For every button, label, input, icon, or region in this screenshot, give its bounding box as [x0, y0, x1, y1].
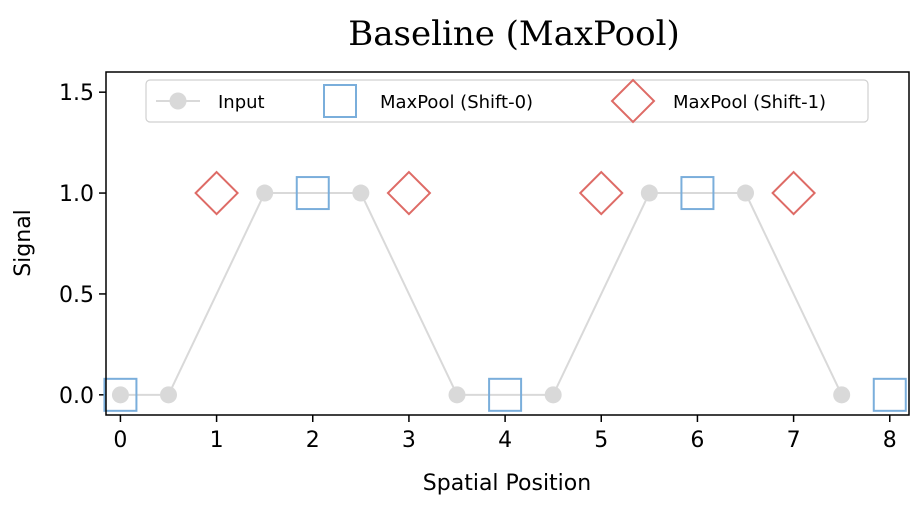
point-diamond	[578, 170, 624, 216]
y-tick-label: 0.5	[59, 283, 94, 308]
point-circle	[160, 386, 178, 404]
legend-label: Input	[218, 92, 265, 113]
legend-item: MaxPool (Shift-1)	[610, 78, 826, 124]
series-circle	[111, 184, 851, 404]
point-diamond	[771, 170, 817, 216]
legend-marker-diamond	[610, 78, 656, 124]
point-circle	[111, 386, 129, 404]
chart-title: Baseline (MaxPool)	[348, 14, 680, 54]
legend-label: MaxPool (Shift-1)	[673, 92, 826, 113]
point-square	[872, 377, 907, 412]
y-tick-label: 1.5	[59, 81, 94, 106]
y-axis-label: Signal	[11, 209, 36, 277]
legend-label: MaxPool (Shift-0)	[380, 92, 533, 113]
plot-frame	[105, 71, 910, 416]
legend: Input MaxPool (Shift-0) MaxPool (Shift-1)	[145, 78, 869, 124]
point-square	[295, 176, 330, 211]
legend-item: MaxPool (Shift-0)	[323, 84, 533, 118]
point-diamond	[386, 170, 432, 216]
x-tick-label: 2	[306, 428, 320, 453]
legend-marker-circle	[169, 92, 187, 110]
x-tick-label: 1	[210, 428, 224, 453]
x-tick-label: 6	[690, 428, 704, 453]
point-diamond	[194, 170, 240, 216]
point-circle	[256, 184, 274, 202]
y-tick-label: 0.0	[59, 384, 94, 409]
point-circle	[544, 386, 562, 404]
x-tick-label: 7	[787, 428, 801, 453]
point-square	[680, 176, 715, 211]
x-tick-label: 5	[594, 428, 608, 453]
legend-box	[145, 79, 869, 123]
series-diamond	[194, 170, 817, 216]
point-circle	[640, 184, 658, 202]
point-square	[488, 377, 523, 412]
point-circle	[833, 386, 851, 404]
x-tick-label: 3	[402, 428, 416, 453]
y-tick-label: 1.0	[59, 182, 94, 207]
x-tick-label: 4	[498, 428, 512, 453]
point-circle	[737, 184, 755, 202]
point-circle	[448, 386, 466, 404]
plot-area: 0 1 2 3 4 5 6 7 8 0.0 0.5 1.0 1.5 Input MaxPool (Shift…	[59, 71, 910, 453]
series-square	[103, 176, 907, 412]
point-circle	[352, 184, 370, 202]
x-tick-label: 0	[113, 428, 127, 453]
point-square	[103, 377, 138, 412]
x-tick-label: 8	[883, 428, 897, 453]
x-axis-label: Spatial Position	[423, 471, 591, 496]
legend-marker-square	[323, 84, 357, 118]
input-line	[120, 192, 843, 396]
legend-item: Input	[156, 92, 265, 113]
